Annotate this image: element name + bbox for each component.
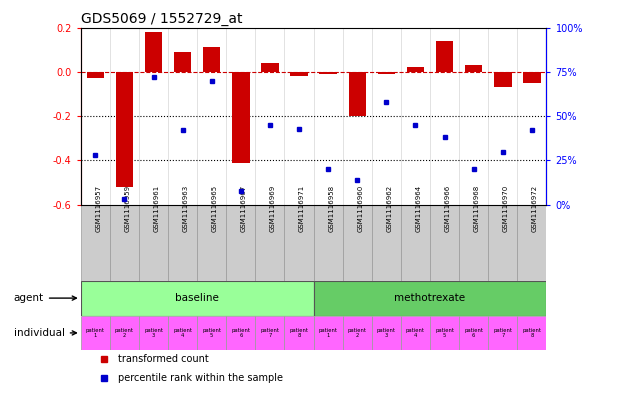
FancyBboxPatch shape: [517, 205, 546, 281]
FancyBboxPatch shape: [284, 205, 314, 281]
Text: GSM1116967: GSM1116967: [241, 185, 247, 232]
FancyBboxPatch shape: [343, 205, 372, 281]
Bar: [465, 65, 483, 72]
Text: patient
3: patient 3: [377, 327, 396, 338]
Text: GSM1116964: GSM1116964: [415, 185, 422, 232]
Text: GSM1116966: GSM1116966: [445, 185, 451, 232]
FancyBboxPatch shape: [401, 316, 430, 350]
FancyBboxPatch shape: [197, 205, 226, 281]
FancyBboxPatch shape: [226, 316, 255, 350]
Text: GSM1116960: GSM1116960: [357, 185, 363, 232]
Text: patient
8: patient 8: [522, 327, 542, 338]
Bar: [174, 52, 191, 72]
Bar: [436, 41, 453, 72]
Bar: [407, 67, 424, 72]
FancyBboxPatch shape: [430, 316, 459, 350]
Text: patient
2: patient 2: [348, 327, 367, 338]
Text: GDS5069 / 1552729_at: GDS5069 / 1552729_at: [81, 13, 242, 26]
Text: GSM1116972: GSM1116972: [532, 185, 538, 232]
Bar: [290, 72, 308, 76]
FancyBboxPatch shape: [168, 205, 197, 281]
FancyBboxPatch shape: [81, 205, 110, 281]
Text: GSM1116970: GSM1116970: [503, 185, 509, 232]
Text: patient
5: patient 5: [435, 327, 454, 338]
FancyBboxPatch shape: [401, 205, 430, 281]
Text: GSM1116963: GSM1116963: [183, 185, 189, 232]
FancyBboxPatch shape: [284, 316, 314, 350]
FancyBboxPatch shape: [139, 316, 168, 350]
Text: patient
4: patient 4: [173, 327, 192, 338]
Text: individual: individual: [14, 328, 76, 338]
Text: patient
4: patient 4: [406, 327, 425, 338]
FancyBboxPatch shape: [226, 205, 255, 281]
Text: GSM1116959: GSM1116959: [124, 185, 130, 232]
FancyBboxPatch shape: [488, 316, 517, 350]
Text: GSM1116971: GSM1116971: [299, 185, 305, 232]
FancyBboxPatch shape: [168, 316, 197, 350]
Text: patient
2: patient 2: [115, 327, 134, 338]
Bar: [523, 72, 541, 83]
Text: transformed count: transformed count: [118, 354, 209, 364]
Text: GSM1116969: GSM1116969: [270, 185, 276, 232]
Bar: [348, 72, 366, 116]
Bar: [261, 63, 279, 72]
FancyBboxPatch shape: [488, 205, 517, 281]
FancyBboxPatch shape: [255, 205, 284, 281]
Text: GSM1116962: GSM1116962: [386, 185, 392, 232]
Text: agent: agent: [14, 293, 76, 303]
Text: patient
1: patient 1: [86, 327, 105, 338]
Text: baseline: baseline: [175, 293, 219, 303]
Text: methotrexate: methotrexate: [394, 293, 466, 303]
FancyBboxPatch shape: [110, 316, 139, 350]
Text: GSM1116957: GSM1116957: [95, 185, 101, 232]
FancyBboxPatch shape: [343, 316, 372, 350]
Text: patient
3: patient 3: [144, 327, 163, 338]
Bar: [86, 72, 104, 79]
FancyBboxPatch shape: [372, 316, 401, 350]
Bar: [378, 72, 395, 74]
Bar: [319, 72, 337, 74]
Text: percentile rank within the sample: percentile rank within the sample: [118, 373, 283, 383]
FancyBboxPatch shape: [459, 316, 488, 350]
FancyBboxPatch shape: [255, 316, 284, 350]
Text: patient
1: patient 1: [319, 327, 338, 338]
FancyBboxPatch shape: [139, 205, 168, 281]
FancyBboxPatch shape: [314, 205, 343, 281]
Text: GSM1116958: GSM1116958: [328, 185, 334, 232]
Text: GSM1116968: GSM1116968: [474, 185, 479, 232]
Text: patient
6: patient 6: [232, 327, 250, 338]
Bar: [145, 32, 162, 72]
Text: patient
8: patient 8: [289, 327, 309, 338]
Text: patient
7: patient 7: [493, 327, 512, 338]
FancyBboxPatch shape: [314, 316, 343, 350]
Text: patient
5: patient 5: [202, 327, 221, 338]
Text: GSM1116965: GSM1116965: [212, 185, 218, 232]
FancyBboxPatch shape: [197, 316, 226, 350]
Text: patient
6: patient 6: [465, 327, 483, 338]
Text: GSM1116961: GSM1116961: [153, 185, 160, 232]
FancyBboxPatch shape: [517, 316, 546, 350]
Text: patient
7: patient 7: [260, 327, 279, 338]
Bar: [203, 48, 220, 72]
Bar: [494, 72, 512, 87]
FancyBboxPatch shape: [110, 205, 139, 281]
FancyBboxPatch shape: [459, 205, 488, 281]
FancyBboxPatch shape: [314, 281, 546, 316]
FancyBboxPatch shape: [430, 205, 459, 281]
FancyBboxPatch shape: [81, 281, 314, 316]
Bar: [116, 72, 133, 187]
FancyBboxPatch shape: [81, 316, 110, 350]
Bar: [232, 72, 250, 163]
FancyBboxPatch shape: [372, 205, 401, 281]
